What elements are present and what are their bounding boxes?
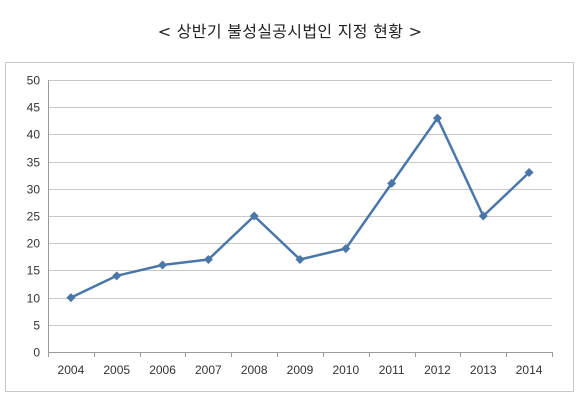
x-tick-label: 2011 [379, 363, 405, 377]
y-tick-label: 5 [33, 319, 40, 333]
y-tick-label: 30 [27, 183, 41, 197]
data-point-marker [295, 255, 305, 265]
axes [48, 80, 553, 357]
data-point-marker [112, 271, 122, 281]
x-tick-label: 2009 [287, 363, 314, 377]
y-tick-label: 45 [27, 101, 41, 115]
x-tick-label: 2007 [195, 363, 222, 377]
x-tick-label: 2010 [332, 363, 359, 377]
data-point-marker [158, 260, 168, 270]
x-tick-label: 2008 [241, 363, 268, 377]
data-point-marker [203, 255, 213, 265]
data-point-marker [249, 211, 259, 221]
y-tick-label: 15 [27, 264, 41, 278]
y-tick-label: 10 [27, 292, 41, 306]
y-tick-label: 25 [27, 210, 41, 224]
y-tick-label: 50 [27, 74, 41, 88]
data-point-marker [66, 293, 76, 303]
x-tick-label: 2014 [516, 363, 543, 377]
x-tick-label: 2004 [58, 363, 85, 377]
x-tick-label: 2013 [470, 363, 497, 377]
x-tick-label: 2012 [424, 363, 451, 377]
gridlines [48, 80, 552, 326]
chart-title: < 상반기 불성실공시법인 지정 현황 > [157, 22, 423, 41]
y-tick-labels: 0 5 10 15 20 25 30 35 40 45 50 [27, 74, 41, 360]
data-point-marker [478, 211, 488, 221]
chart-frame [5, 62, 574, 392]
y-tick-label: 35 [27, 156, 41, 170]
data-point-marker [432, 113, 442, 123]
y-tick-label: 40 [27, 128, 41, 142]
x-tick-label: 2006 [149, 363, 176, 377]
x-tick-label: 2005 [103, 363, 130, 377]
series [66, 113, 534, 303]
data-point-marker [387, 178, 397, 188]
x-tick-labels: 2004 2005 2006 2007 2008 2009 2010 2011 2012 2013… [58, 363, 543, 377]
y-tick-label: 20 [27, 237, 41, 251]
data-point-marker [341, 244, 351, 254]
y-tick-label: 0 [33, 346, 40, 360]
data-point-marker [524, 167, 534, 177]
